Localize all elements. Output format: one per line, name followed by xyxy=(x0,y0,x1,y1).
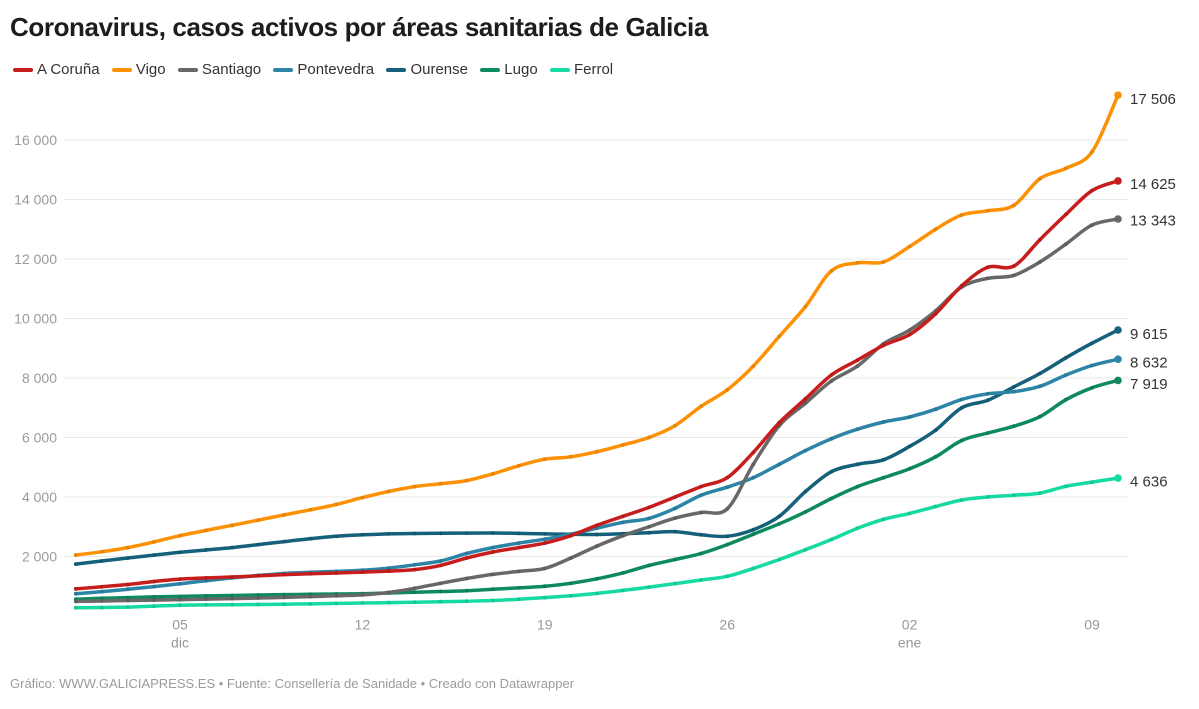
svg-text:12 000: 12 000 xyxy=(14,251,57,267)
svg-text:6 000: 6 000 xyxy=(22,430,57,446)
svg-text:09: 09 xyxy=(1084,617,1100,633)
svg-text:26: 26 xyxy=(719,617,735,633)
svg-text:13 343: 13 343 xyxy=(1130,213,1176,230)
svg-text:dic: dic xyxy=(171,635,189,651)
svg-text:02: 02 xyxy=(902,617,918,633)
svg-text:4 000: 4 000 xyxy=(22,489,57,505)
svg-text:8 000: 8 000 xyxy=(22,370,57,386)
svg-text:2 000: 2 000 xyxy=(22,549,57,565)
svg-text:ene: ene xyxy=(898,635,922,651)
svg-text:19: 19 xyxy=(537,617,553,633)
svg-text:4 636: 4 636 xyxy=(1130,474,1168,491)
svg-text:8 632: 8 632 xyxy=(1130,355,1168,372)
svg-text:10 000: 10 000 xyxy=(14,311,57,327)
svg-text:16 000: 16 000 xyxy=(14,132,57,148)
svg-text:14 625: 14 625 xyxy=(1130,176,1176,193)
svg-text:7 919: 7 919 xyxy=(1130,376,1168,393)
svg-text:17 506: 17 506 xyxy=(1130,91,1176,108)
svg-text:14 000: 14 000 xyxy=(14,192,57,208)
svg-text:05: 05 xyxy=(172,617,188,633)
svg-text:9 615: 9 615 xyxy=(1130,326,1168,343)
svg-text:12: 12 xyxy=(355,617,371,633)
